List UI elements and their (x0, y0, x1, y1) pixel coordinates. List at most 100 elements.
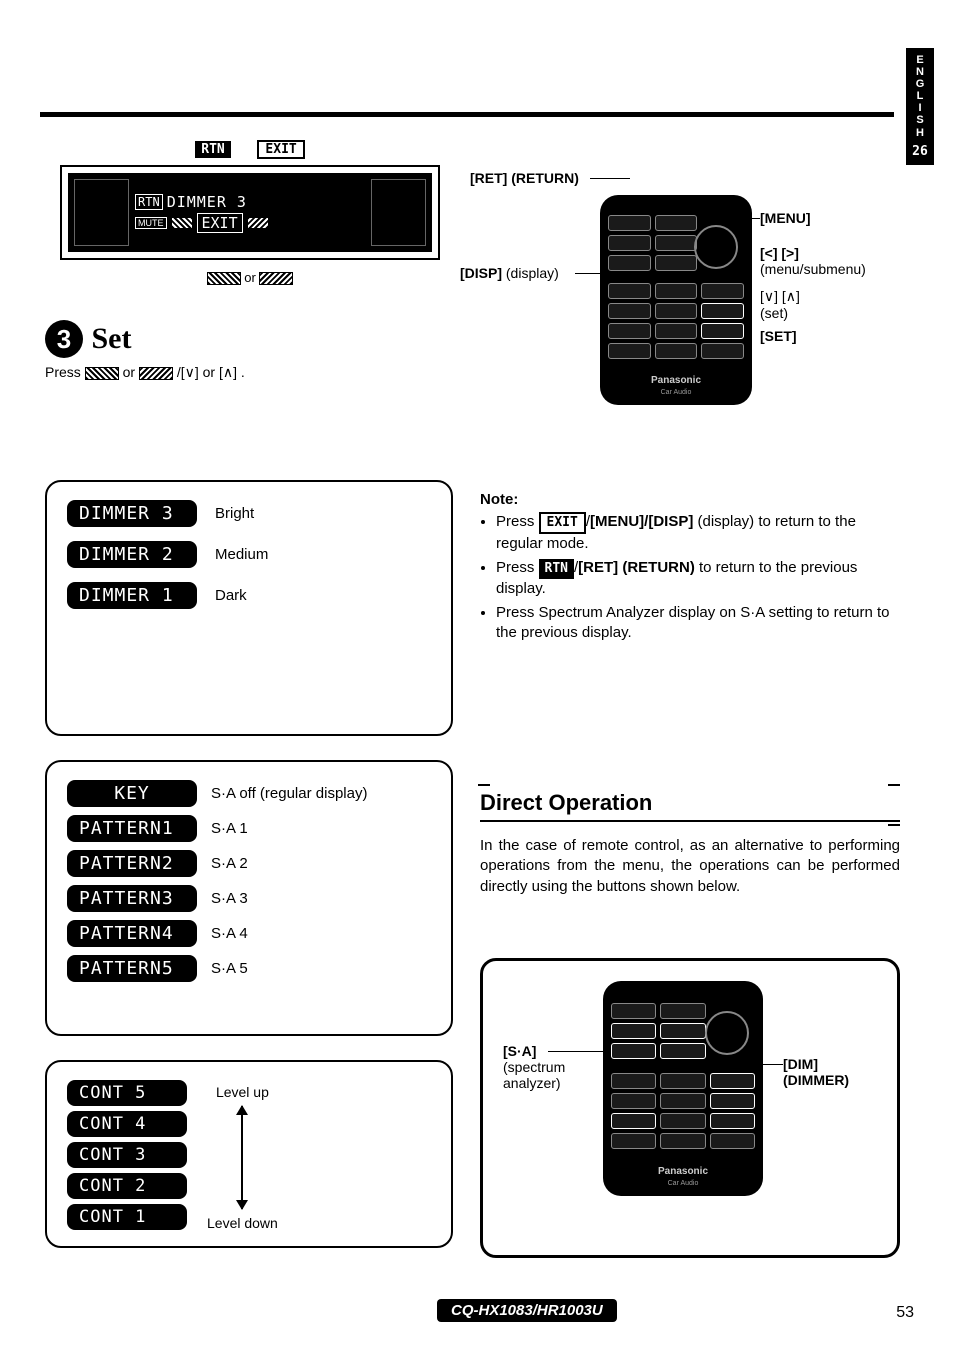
cont1-label: CONT 1 (67, 1204, 187, 1230)
pattern-row-key: KEY S·A off (regular display) (67, 780, 431, 807)
cont2-label: CONT 2 (67, 1173, 187, 1199)
dimmer-1-desc: Dark (215, 587, 247, 604)
pattern2-label: PATTERN2 (67, 850, 197, 877)
direct-remote-brand: Panasonic Car Audio (603, 1166, 763, 1188)
dim-label: [DIM] (783, 1056, 818, 1072)
page-number: 53 (896, 1304, 914, 1322)
level-arrow: Level up Level down (207, 1080, 278, 1235)
remote-btn (655, 323, 698, 339)
pattern1-label: PATTERN1 (67, 815, 197, 842)
sa-desc2: analyzer) (503, 1075, 561, 1091)
dimmer-3-label: DIMMER 3 (67, 500, 197, 527)
remote-btn (660, 1133, 705, 1149)
remote-btn (655, 303, 698, 319)
pattern-row-5: PATTERN5 S·A 5 (67, 955, 431, 982)
pattern4-desc: S·A 4 (211, 925, 248, 942)
callout-menu: [MENU] (760, 210, 811, 226)
pattern-row-2: PATTERN2 S·A 2 (67, 850, 431, 877)
remote-btn (611, 1113, 656, 1129)
remote-control: Panasonic Car Audio (600, 195, 752, 405)
brand-text: Panasonic (651, 375, 701, 386)
b1-exit-btn: EXIT (539, 512, 586, 534)
model-number: CQ-HX1083/HR1003U (437, 1299, 617, 1322)
cont3-label: CONT 3 (67, 1142, 187, 1168)
pattern-row-1: PATTERN1 S·A 1 (67, 815, 431, 842)
remote-btn (655, 283, 698, 299)
hatch-icon-2 (259, 272, 293, 285)
dimmer-3-desc: Bright (215, 505, 254, 522)
line-ret (590, 178, 630, 179)
key-desc: S·A off (regular display) (211, 785, 367, 802)
remote-btn (608, 303, 651, 319)
level-down-text: Level down (207, 1215, 278, 1231)
remote-btn (701, 343, 744, 359)
b1-prefix: Press (496, 513, 539, 530)
radio-faceplate-section: RTN EXIT RTN DIMMER 3 MUTE EXIT (60, 140, 440, 285)
remote-btn (660, 1023, 705, 1039)
pattern3-desc: S·A 3 (211, 890, 248, 907)
set-instruction: Press or /[∨] or [∧] . (45, 364, 245, 381)
dimmer-1-label: DIMMER 1 (67, 582, 197, 609)
remote-diagram: [RET] (RETURN) [DISP] (display) [MENU] [… (470, 170, 900, 420)
pattern-panel: KEY S·A off (regular display) PATTERN1 S… (45, 760, 453, 1036)
press-suffix: /[∨] or [∧] . (177, 364, 245, 380)
radio-inner: RTN DIMMER 3 MUTE EXIT (68, 173, 432, 252)
callout-disp: [DISP] (display) (460, 265, 559, 281)
callout-updown: [∨] [∧] (set) (760, 288, 800, 321)
callout-ret: [RET] (RETURN) (470, 170, 579, 186)
b2-rtn-btn: RTN (539, 559, 574, 579)
below-radio-label: or (60, 270, 440, 285)
direct-remote: Panasonic Car Audio (603, 981, 763, 1196)
note-bullet-2: Press RTN/[RET] (RETURN) to return to th… (496, 558, 900, 599)
remote-dial (694, 225, 738, 269)
brand-sub: Car Audio (661, 389, 692, 396)
remote-btn (701, 303, 744, 319)
hatch-left-icon (171, 217, 193, 229)
pattern5-desc: S·A 5 (211, 960, 248, 977)
remote-btn (710, 1093, 755, 1109)
screen-dimmer-text: DIMMER 3 (167, 193, 247, 211)
dimmer-2-desc: Medium (215, 546, 268, 563)
remote-btn (655, 343, 698, 359)
sa-line (548, 1051, 608, 1052)
remote-btn (701, 283, 744, 299)
remote-btn (710, 1073, 755, 1089)
set-section: 3 Set Press or /[∨] or [∧] . (45, 320, 245, 381)
menu-submenu-desc: (menu/submenu) (760, 261, 866, 277)
disp-label: [DISP] (460, 265, 502, 281)
step-number: 3 (45, 320, 83, 358)
side-page: 26 (908, 145, 932, 159)
pattern5-label: PATTERN5 (67, 955, 197, 982)
callout-leftright: [<] [>] (menu/submenu) (760, 245, 866, 277)
dim-callout: [DIM] (DIMMER) (783, 1056, 849, 1088)
pattern1-desc: S·A 1 (211, 820, 248, 837)
remote-btn (611, 1023, 656, 1039)
radio-face: RTN DIMMER 3 MUTE EXIT (60, 165, 440, 260)
b1-menu: [MENU]/[DISP] (590, 513, 693, 530)
remote-brand: Panasonic Car Audio (600, 375, 752, 397)
direct-remote-panel: [S·A] (spectrum analyzer) [DIM] (DIMMER) (480, 958, 900, 1258)
remote-btn (660, 1093, 705, 1109)
direct-remote-dial (705, 1011, 749, 1055)
remote-btn (611, 1133, 656, 1149)
press-or: or (123, 364, 135, 380)
note-bullet-3: Press Spectrum Analyzer display on S·A s… (496, 603, 900, 644)
pattern-row-4: PATTERN4 S·A 4 (67, 920, 431, 947)
screen-mute: MUTE (135, 217, 167, 229)
b2-ret: [RET] (RETURN) (578, 559, 695, 576)
screen-exit: EXIT (197, 213, 243, 233)
radio-left-controls (74, 179, 129, 246)
cont4-label: CONT 4 (67, 1111, 187, 1137)
b2-prefix: Press (496, 559, 539, 576)
lang-H: H (908, 127, 932, 139)
remote-btn (608, 343, 651, 359)
rtn-label: RTN (195, 141, 230, 158)
note-bullet-1: Press EXIT/[MENU]/[DISP] (display) to re… (496, 512, 900, 554)
dimmer-row-2: DIMMER 2 Medium (67, 541, 431, 568)
exit-label: EXIT (257, 140, 304, 159)
set-desc: (set) (760, 305, 788, 321)
lang-I: I (908, 102, 932, 114)
remote-btn (611, 1073, 656, 1089)
key-label: KEY (67, 780, 197, 807)
remote-btn (655, 235, 698, 251)
